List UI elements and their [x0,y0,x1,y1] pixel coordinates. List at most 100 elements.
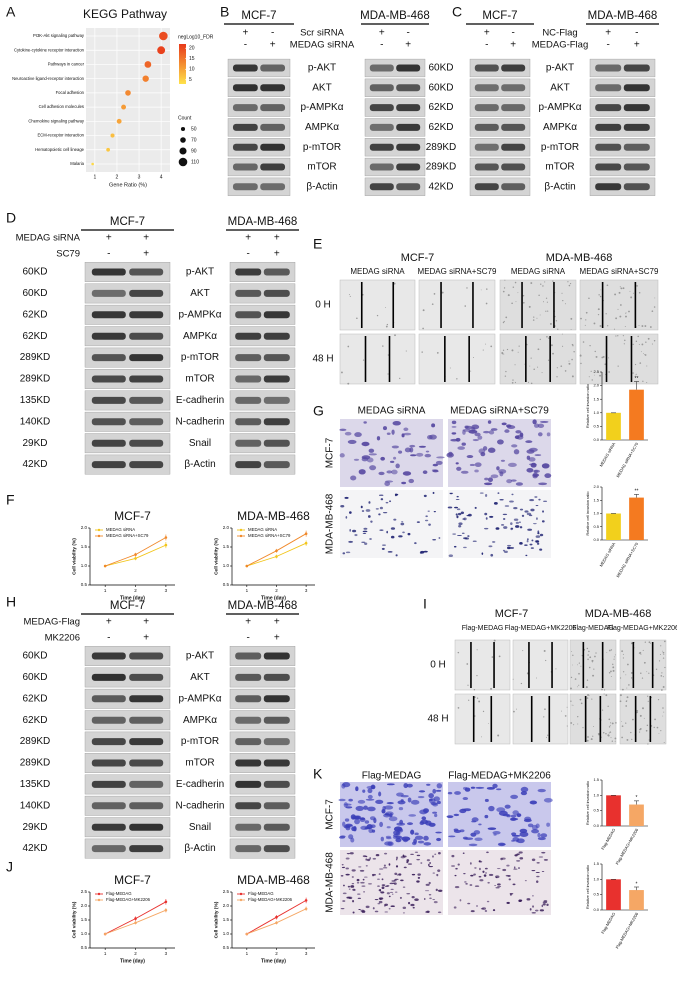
cell-speck [607,357,609,359]
cell-speck [542,301,545,303]
stained-cell [362,530,368,533]
cell-speck [561,292,563,294]
blot-strip [229,454,296,475]
stained-cell [385,501,389,504]
stained-cell [511,444,518,448]
wound-image [454,639,511,691]
cell-speck [497,734,500,737]
stained-cell [426,910,430,914]
band [235,311,262,319]
stained-cell [424,898,426,901]
cell-speck [639,714,642,717]
cell-speck [501,351,504,354]
cell-speck [653,306,656,308]
stained-cell [471,817,479,822]
stained-cell [491,541,496,543]
stained-cell [378,494,384,496]
panel-label: J [6,859,13,875]
cell-speck [545,659,547,662]
wound-image [454,693,511,745]
panel-label: C [452,4,462,20]
stained-cell [423,842,432,846]
series-point [164,908,168,912]
protein-label: AKT [190,288,209,299]
blot-strip [84,304,171,325]
stained-cell [510,479,517,482]
stained-cell [402,912,405,914]
blot-strip [364,78,426,97]
band [369,143,394,151]
cell-speck [349,295,351,297]
stained-cell [367,788,373,794]
cell-speck [623,343,625,345]
band [232,183,258,191]
cell-speck [513,710,515,713]
y-tick-label: 0.5 [81,945,88,950]
size-label: 140KD [20,416,51,427]
cell-speck [511,381,514,384]
stained-cell [533,423,540,428]
x-tick-label: 2 [116,174,119,180]
stained-cell [448,554,454,557]
stained-cell [498,469,507,474]
stained-cell [381,547,385,550]
cell-speck [601,356,604,359]
cell-speck [646,724,649,727]
cell-speck [504,375,507,377]
stained-cell [381,886,385,889]
blot-strip [227,58,291,78]
stained-cell [509,500,514,503]
cell-speck [643,661,646,664]
legend-marker [97,528,101,532]
cell-speck [643,717,645,719]
stained-cell [546,903,549,907]
stained-cell [388,863,391,866]
stained-cell [457,446,465,450]
term-label: PI3K-Akt signaling pathway [33,33,85,38]
stained-cell [475,786,485,789]
cell-speck [628,310,630,313]
protein-label: AKT [312,82,331,93]
size-label: 289KD [20,352,51,363]
blot-strip [229,262,296,282]
cell-speck [593,322,596,325]
band [235,652,262,660]
cell-speck [514,364,516,366]
size-tick-label: 50 [191,126,197,132]
band [263,311,290,319]
cell-speck [653,726,655,729]
cell-speck [626,663,629,666]
cell-speck [622,671,625,673]
group-header: MDA-MB-468 [228,600,298,612]
band [369,84,394,92]
band [129,461,164,469]
stained-cell [478,867,481,871]
band [91,461,126,469]
y-tick-label: 1.5 [593,497,599,502]
stained-cell [386,783,395,786]
cell-speck [467,684,469,686]
cell-speck [571,651,572,652]
cell-speck [608,371,610,373]
cell-speck [382,345,384,347]
cell-speck [584,324,586,326]
stained-cell [416,452,424,457]
cell-speck [570,329,572,331]
transwell-image [340,490,443,558]
cell-speck [640,672,642,674]
stained-cell [524,510,529,513]
y-tick-label: 0.5 [593,524,599,529]
stained-cell [534,540,539,543]
sign: + [274,617,280,628]
stained-cell [426,859,431,862]
band [129,354,164,362]
band [595,64,622,72]
sign: - [407,28,410,39]
cell-speck [660,730,662,732]
stained-cell [354,432,362,438]
stained-cell [403,866,407,869]
cell-speck [614,737,617,740]
stained-cell [504,804,511,809]
stained-cell [357,799,366,804]
stained-cell [420,550,425,554]
